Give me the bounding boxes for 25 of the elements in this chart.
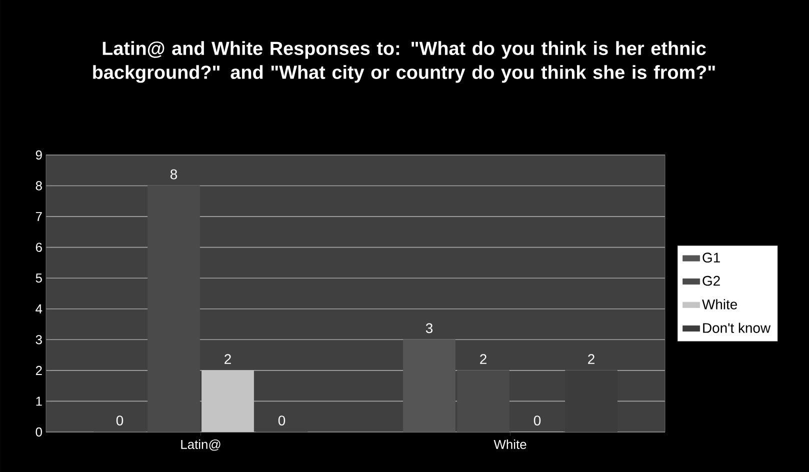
y-tick-label: 9 bbox=[36, 150, 42, 160]
y-tick-label: 7 bbox=[36, 212, 42, 221]
chart-title: Latin@ and White Responses to: "What do you think is her ethnic background?" and "What city or country do you think she is from?" bbox=[93, 41, 715, 83]
y-tick-label: 1 bbox=[36, 396, 42, 406]
y-tick-label: 3 bbox=[36, 335, 42, 344]
data-label: 8 bbox=[170, 169, 178, 180]
y-tick-label: 5 bbox=[36, 274, 42, 283]
bar bbox=[202, 370, 254, 432]
data-label: 3 bbox=[426, 323, 433, 334]
y-tick-label: 2 bbox=[36, 366, 42, 375]
legend-label: White bbox=[702, 299, 738, 310]
y-tick-label: 0 bbox=[36, 427, 42, 437]
data-label: 2 bbox=[480, 354, 486, 364]
data-label: 0 bbox=[534, 416, 541, 426]
data-label: 0 bbox=[278, 416, 286, 426]
data-label: 0 bbox=[116, 416, 124, 426]
legend-label: G2 bbox=[702, 276, 720, 286]
x-tick-label: Latin@ bbox=[181, 440, 220, 451]
data-label: 2 bbox=[588, 354, 594, 364]
legend-label: G1 bbox=[702, 252, 720, 263]
y-tick-label: 8 bbox=[36, 181, 42, 190]
legend-label: Don't know bbox=[703, 322, 771, 333]
y-tick-label: 6 bbox=[36, 242, 42, 252]
y-tick-label: 4 bbox=[36, 304, 42, 314]
data-label: 2 bbox=[224, 354, 231, 364]
